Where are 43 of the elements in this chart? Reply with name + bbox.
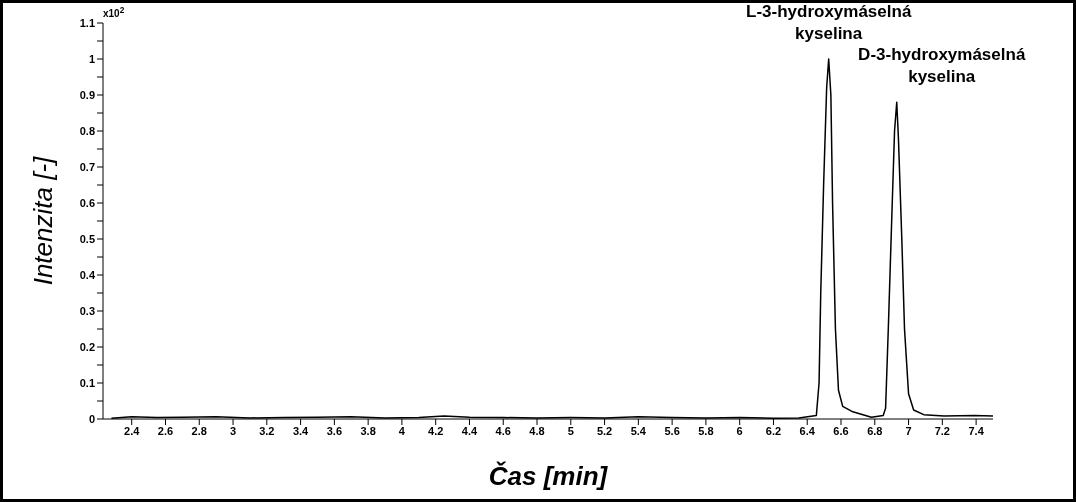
y-tick-label: 1.1 — [79, 16, 95, 29]
y-tick-label: 0.5 — [79, 232, 95, 245]
x-tick-label: 7 — [905, 424, 912, 437]
x-tick-label: 6 — [736, 424, 743, 437]
x-tick-label: 5.8 — [698, 424, 714, 437]
y-tick-label: 0 — [88, 412, 95, 425]
x-tick-label: 3.8 — [360, 424, 376, 437]
x-tick-label: 5.4 — [630, 424, 647, 437]
x-tick-label: 6.2 — [765, 424, 782, 437]
y-tick-label: 0.1 — [79, 376, 95, 389]
y-tick-label: 1 — [88, 52, 95, 65]
y-tick-label: 0.3 — [79, 304, 95, 317]
x-tick-label: 3.2 — [259, 424, 275, 437]
x-tick-label: 2.4 — [124, 424, 141, 437]
x-tick-label: 6.8 — [867, 424, 883, 437]
x-tick-label: 5 — [567, 424, 574, 437]
y-tick-label: 0.4 — [79, 268, 96, 281]
x-tick-label: 2.6 — [157, 424, 174, 437]
x-tick-label: 5.2 — [596, 424, 613, 437]
x-tick-label: 5.6 — [664, 424, 680, 437]
y-tick-label: 0.8 — [79, 124, 95, 137]
annotation: D-3-hydroxymáselná kyselina — [858, 45, 1026, 87]
x-tick-label: 2.8 — [191, 424, 207, 437]
x-tick-label: 4.4 — [461, 424, 478, 437]
x-tick-label: 6.4 — [799, 424, 816, 437]
y-axis-title: Intenzita [-] — [28, 155, 59, 286]
x-axis-title: Čas [min] — [488, 461, 609, 491]
y-tick-label: 0.6 — [79, 196, 95, 209]
x-tick-label: 3.6 — [326, 424, 343, 437]
x-tick-label: 4.8 — [529, 424, 545, 437]
x-tick-label: 4.6 — [495, 424, 511, 437]
y-tick-label: 0.2 — [79, 340, 95, 353]
x-tick-label: 4 — [398, 424, 406, 437]
x-tick-label: 3.4 — [292, 424, 310, 437]
text: x10$^{2}$ — [103, 5, 125, 20]
x-tick-label: 4.2 — [428, 424, 444, 437]
y-tick-label: 0.7 — [79, 160, 95, 173]
x-tick-label: 3 — [229, 424, 237, 437]
annotation: L-3-hydroxymáselná kyselina — [746, 2, 912, 43]
x-tick-label: 7.4 — [968, 424, 985, 437]
x-tick-label: 7.2 — [934, 424, 950, 437]
y-tick-label: 0.9 — [79, 88, 95, 101]
x-tick-label: 6.6 — [833, 424, 849, 437]
